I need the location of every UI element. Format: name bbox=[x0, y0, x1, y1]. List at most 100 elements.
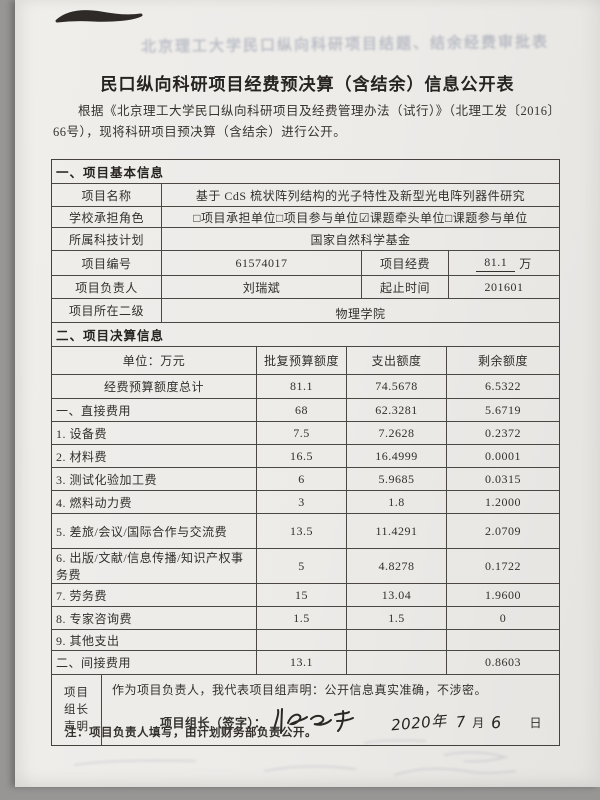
spent-cell: 5.9685 bbox=[347, 468, 447, 490]
table-row: 项目名称 基于 CdS 梳状阵列结构的光子特性及新型光电阵列器件研究 bbox=[52, 184, 559, 207]
section-basic-info-header: 一、项目基本信息 bbox=[52, 160, 559, 184]
settlement-row: 4. 燃料动力费 3 1.8 1.2000 bbox=[52, 491, 559, 514]
settlement-row: 5. 差旅/会议/国际合作与交流费 13.5 11.4291 2.0709 bbox=[52, 514, 559, 549]
remain-cell: 1.9600 bbox=[485, 587, 521, 602]
table-row: 项目负责人 刘瑞斌 起止时间 201601 bbox=[52, 276, 559, 299]
remain-cell: 6.5322 bbox=[485, 379, 521, 393]
row-label: 1. 设备费 bbox=[52, 422, 257, 444]
project-no-value: 61574017 bbox=[162, 251, 362, 275]
signature-line: 项目组长（签字）： 2020年 7 月 6 日 bbox=[160, 707, 551, 737]
settlement-header-row: 单位：万元 批复预算额度 支出额度 剩余额度 bbox=[52, 347, 559, 375]
remain-cell: 2.0709 bbox=[485, 523, 521, 538]
declaration-label-line: 声明 bbox=[64, 720, 89, 733]
spent-cell: 1.5 bbox=[347, 607, 447, 629]
budget-cell: 16.5 bbox=[257, 445, 347, 467]
spent-cell: 74.5678 bbox=[347, 375, 447, 398]
row-label: 8. 专家咨询费 bbox=[52, 607, 257, 629]
remain-cell bbox=[447, 630, 559, 650]
period-label: 起止时间 bbox=[362, 276, 449, 298]
budget-cell bbox=[257, 630, 347, 650]
spent-cell bbox=[347, 630, 447, 650]
spent-cell: 1.8 bbox=[347, 491, 447, 513]
role-label: 学校承担角色 bbox=[52, 207, 162, 227]
row-label: 二、间接费用 bbox=[52, 651, 257, 674]
settlement-row: 8. 专家咨询费 1.5 1.5 0 bbox=[52, 607, 559, 630]
signature-handwriting bbox=[272, 708, 354, 734]
period-value: 201601 bbox=[484, 279, 524, 294]
settlement-row: 7. 劳务费 15 13.04 1.9600 bbox=[52, 584, 559, 607]
remain-cell: 0.0315 bbox=[485, 471, 521, 486]
remain-cell: 1.2000 bbox=[485, 494, 521, 509]
remain-cell: 5.6719 bbox=[485, 402, 521, 417]
settlement-row: 3. 测试化验加工费 6 5.9685 0.0315 bbox=[52, 468, 559, 491]
page-title: 民口纵向科研项目经费预决算（含结余）信息公开表 bbox=[100, 75, 515, 94]
row-label: 5. 差旅/会议/国际合作与交流费 bbox=[52, 514, 257, 548]
budget-cell: 15 bbox=[257, 584, 347, 606]
remain-cell: 0.8603 bbox=[485, 655, 521, 669]
declaration-label-line: 组长 bbox=[64, 703, 89, 716]
role-checkboxes: □项目承担单位□项目参与单位☑课题牵头单位□课题参与单位 bbox=[193, 210, 528, 225]
budget-cell: 5 bbox=[257, 549, 347, 583]
project-name-label: 项目名称 bbox=[52, 184, 162, 206]
table-row: 项目所在二级 物理学院 bbox=[52, 299, 559, 323]
project-no-label: 项目编号 bbox=[52, 251, 162, 275]
row-label: 3. 测试化验加工费 bbox=[52, 468, 257, 490]
budget-cell: 7.5 bbox=[257, 422, 347, 444]
declaration-body: 作为项目负责人，我代表项目组声明：公开信息真实准确，不涉密。 项目组长（签字）：… bbox=[102, 675, 559, 745]
bleed-through-header: 北京理工大学民口纵向科研项目结题、结余经费审批表 bbox=[140, 33, 550, 56]
dept-value: 物理学院 bbox=[335, 307, 386, 321]
declaration-statement: 作为项目负责人，我代表项目组声明：公开信息真实准确，不涉密。 bbox=[112, 683, 488, 697]
declaration-label-line: 项目 bbox=[64, 686, 89, 699]
settlement-row: 9. 其他支出 bbox=[52, 630, 559, 651]
spent-cell: 11.4291 bbox=[347, 514, 447, 548]
program-label: 所属科技计划 bbox=[52, 228, 162, 250]
row-label: 7. 劳务费 bbox=[52, 584, 257, 606]
intro-paragraph: 根据《北京理工大学民口纵向科研项目及经费管理办法（试行）》（北理工发〔2016〕… bbox=[53, 104, 561, 139]
settlement-row: 二、间接费用 13.1 0.8603 bbox=[52, 651, 559, 675]
settlement-row: 2. 材料费 16.5 16.4999 0.0001 bbox=[52, 445, 559, 468]
row-label: 9. 其他支出 bbox=[52, 630, 257, 650]
col-header-spent: 支出额度 bbox=[347, 347, 447, 374]
pen-stroke-mark bbox=[55, 10, 143, 23]
budget-cell: 68 bbox=[257, 399, 347, 421]
row-label: 2. 材料费 bbox=[52, 445, 257, 467]
table-row: 学校承担角色 □项目承担单位□项目参与单位☑课题牵头单位□课题参与单位 bbox=[52, 207, 559, 228]
row-label: 经费预算额度总计 bbox=[52, 375, 257, 398]
spent-cell: 62.3281 bbox=[347, 399, 447, 421]
remain-cell: 0.0001 bbox=[485, 448, 521, 463]
dept-label: 项目所在二级 bbox=[52, 299, 162, 322]
settlement-row: 一、直接费用 68 62.3281 5.6719 bbox=[52, 399, 559, 422]
settlement-row: 1. 设备费 7.5 7.2628 0.2372 bbox=[52, 422, 559, 445]
footnote: 注：项目负责人填写，由计划财务部负责公开。 bbox=[65, 727, 317, 739]
col-header-budget: 批复预算额度 bbox=[257, 347, 347, 374]
declaration-label: 项目 组长 声明 bbox=[52, 675, 102, 745]
spent-cell: 16.4999 bbox=[347, 445, 447, 467]
funding-unit: 万 bbox=[519, 256, 532, 271]
budget-cell: 81.1 bbox=[257, 375, 347, 398]
remain-cell: 0 bbox=[499, 610, 507, 625]
table-row: 项目编号 61574017 项目经费 81.1 万 bbox=[52, 251, 559, 276]
col-header-remain: 剩余额度 bbox=[477, 354, 528, 368]
col-header-unit: 单位：万元 bbox=[52, 347, 257, 374]
month-suffix: 月 bbox=[472, 715, 485, 730]
settlement-row: 6. 出版/文献/信息传播/知识产权事务费 5 4.8278 0.1722 bbox=[52, 549, 559, 584]
section1-title: 一、项目基本信息 bbox=[56, 166, 165, 180]
table-row: 所属科技计划 国家自然科学基金 bbox=[52, 228, 559, 251]
program-value: 国家自然科学基金 bbox=[310, 232, 411, 247]
section2-title: 二、项目决算信息 bbox=[56, 329, 165, 343]
settlement-row-total: 经费预算额度总计 81.1 74.5678 6.5322 bbox=[52, 375, 559, 399]
remain-cell: 0.1722 bbox=[485, 558, 521, 573]
spent-cell: 4.8278 bbox=[347, 549, 447, 583]
row-label: 6. 出版/文献/信息传播/知识产权事务费 bbox=[52, 549, 257, 583]
spent-cell: 7.2628 bbox=[347, 422, 447, 444]
row-label: 4. 燃料动力费 bbox=[52, 491, 257, 513]
budget-cell: 1.5 bbox=[257, 607, 347, 629]
declaration-row: 项目 组长 声明 作为项目负责人，我代表项目组声明：公开信息真实准确，不涉密。 … bbox=[52, 675, 559, 745]
row-label: 一、直接费用 bbox=[52, 399, 257, 421]
remain-cell: 0.2372 bbox=[485, 425, 521, 440]
budget-cell: 13.1 bbox=[257, 651, 347, 674]
funding-value: 81.1 万 bbox=[449, 251, 559, 275]
pi-label: 项目负责人 bbox=[52, 276, 162, 298]
project-name-value: 基于 CdS 梳状阵列结构的光子特性及新型光电阵列器件研究 bbox=[195, 188, 526, 203]
